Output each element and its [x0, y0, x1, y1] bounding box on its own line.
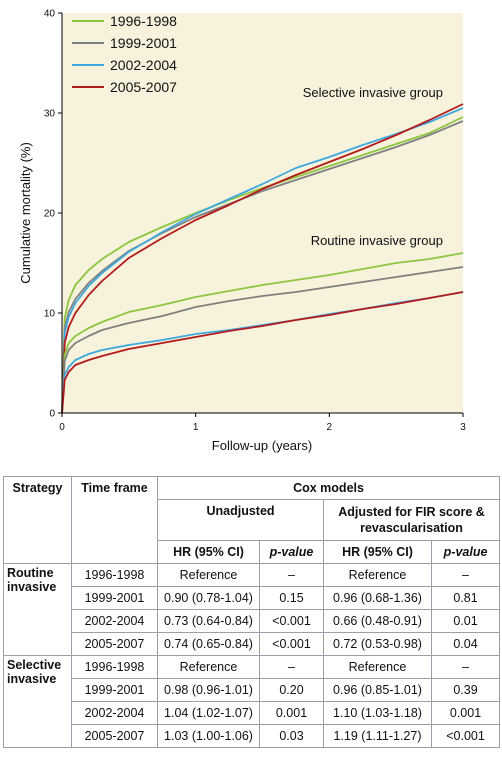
header-adjusted-line2: revascularisation [360, 521, 463, 535]
unadj-p-cell: 0.001 [259, 701, 324, 725]
y-tick-label: 0 [49, 409, 55, 420]
unadj-p-cell: – [259, 563, 324, 587]
time-frame-cell: 2002-2004 [71, 609, 158, 633]
group-routine-invasive: Routine invasive [3, 563, 72, 656]
table-row: 1999-2001 0.90 (0.78-1.04) 0.15 0.96 (0.… [4, 586, 501, 610]
series-line-routine-1996-1998 [61, 252, 464, 414]
table-row: 1999-2001 0.98 (0.96-1.01) 0.20 0.96 (0.… [4, 678, 501, 702]
series-line-selective-2005-2007 [61, 103, 464, 414]
cox-model-table-container: Strategy Time frame Cox models Unadjuste… [3, 476, 501, 748]
y-tick-label: 30 [44, 109, 56, 120]
table-row: 2002-2004 0.73 (0.64-0.84) <0.001 0.66 (… [4, 609, 501, 633]
y-tick-label: 20 [44, 209, 56, 220]
plot-background [62, 13, 463, 413]
legend-label: 1999-2001 [110, 35, 177, 51]
unadj-p-cell: 0.03 [259, 724, 324, 748]
header-cox-models: Cox models [156, 476, 501, 500]
x-tick-label: 1 [193, 422, 199, 433]
adj-hr-cell: 1.10 (1.03-1.18) [323, 701, 432, 725]
unadj-p-cell: 0.20 [259, 678, 324, 702]
adj-p-cell: 0.04 [430, 632, 501, 656]
annotations: Selective invasive group Routine invasive… [303, 85, 443, 248]
header-unadjusted: Unadjusted [157, 499, 324, 541]
time-frame-cell: 1996-1998 [71, 563, 158, 587]
y-axis-label: Cumulative mortality (%) [18, 142, 33, 284]
annotation-label: Selective invasive group [303, 85, 443, 100]
header-time-frame: Time frame [71, 476, 158, 564]
header-strategy: Strategy [3, 476, 72, 564]
x-tick-label: 0 [59, 422, 65, 433]
adj-p-cell: <0.001 [430, 724, 501, 748]
x-axis-label: Follow-up (years) [212, 438, 312, 453]
table-row: 2005-2007 0.74 (0.65-0.84) <0.001 0.72 (… [4, 632, 501, 656]
x-tick-label: 2 [327, 422, 333, 433]
group-label-line1: Routine [7, 566, 54, 580]
legend-label: 2005-2007 [110, 79, 177, 95]
adj-hr-cell: 0.66 (0.48-0.91) [323, 609, 432, 633]
unadj-hr-cell: Reference [157, 655, 260, 679]
header-adjusted-line1: Adjusted for FIR score & [338, 505, 485, 519]
unadj-hr-cell: Reference [157, 563, 260, 587]
table-row: 2002-2004 1.04 (1.02-1.07) 0.001 1.10 (1… [4, 701, 501, 725]
legend-label: 2002-2004 [110, 57, 177, 73]
adj-p-cell: 0.01 [430, 609, 501, 633]
time-frame-cell: 1996-1998 [71, 655, 158, 679]
y-tick-label: 10 [44, 309, 56, 320]
header-unadj-p: p-value [259, 540, 324, 564]
adj-p-cell: 0.39 [430, 678, 501, 702]
adj-p-cell: – [430, 563, 501, 587]
unadj-p-cell: <0.001 [259, 609, 324, 633]
adj-p-cell: – [430, 655, 501, 679]
unadj-p-cell: 0.15 [259, 586, 324, 610]
adj-hr-cell: Reference [323, 563, 432, 587]
series-line-routine-1999-2001 [61, 266, 464, 414]
adj-p-cell: 0.81 [430, 586, 501, 610]
header-adjusted: Adjusted for FIR score & revascularisati… [322, 499, 501, 541]
group-label-line1: Selective [7, 658, 62, 672]
mortality-line-chart: 0 10 20 30 40 0 1 2 3 Cumulative mortality (%) F… [18, 9, 466, 454]
time-frame-cell: 2002-2004 [71, 701, 158, 725]
table-row: 2005-2007 1.03 (1.00-1.06) 0.03 1.19 (1.… [4, 724, 501, 748]
group-label-line2: invasive [7, 672, 57, 686]
series-line-selective-1999-2001 [61, 120, 464, 414]
header-adj-hr: HR (95% CI) [323, 540, 432, 564]
unadj-hr-cell: 0.73 (0.64-0.84) [157, 609, 260, 633]
table-row: Selective invasive 1996-1998 Reference –… [3, 655, 501, 748]
adj-hr-cell: 0.96 (0.85-1.01) [323, 678, 432, 702]
series-line-selective-2002-2004 [61, 107, 464, 414]
time-frame-cell: 1999-2001 [71, 586, 158, 610]
unadj-hr-cell: 1.03 (1.00-1.06) [157, 724, 260, 748]
unadj-hr-cell: 0.98 (0.96-1.01) [157, 678, 260, 702]
series-layer [61, 103, 464, 414]
adj-hr-cell: 0.72 (0.53-0.98) [323, 632, 432, 656]
axis-layer: 0 10 20 30 40 0 1 2 3 [44, 9, 466, 434]
adj-hr-cell: 0.96 (0.68-1.36) [323, 586, 432, 610]
x-tick-label: 3 [460, 422, 466, 433]
legend-label: 1996-1998 [110, 13, 177, 29]
time-frame-cell: 2005-2007 [71, 632, 158, 656]
group-selective-invasive: Selective invasive [3, 655, 72, 748]
adj-p-cell: 0.001 [430, 701, 501, 725]
unadj-hr-cell: 1.04 (1.02-1.07) [157, 701, 260, 725]
adj-hr-cell: 1.19 (1.11-1.27) [323, 724, 432, 748]
adj-hr-cell: Reference [323, 655, 432, 679]
header-unadj-hr: HR (95% CI) [157, 540, 260, 564]
unadj-hr-cell: 0.90 (0.78-1.04) [157, 586, 260, 610]
annotation-label: Routine invasive group [311, 233, 443, 248]
group-label-line2: invasive [7, 580, 57, 594]
header-adj-p: p-value [430, 540, 501, 564]
unadj-hr-cell: 0.74 (0.65-0.84) [157, 632, 260, 656]
legend: 1996-1998 1999-2001 2002-2004 2005-2007 [72, 13, 177, 95]
unadj-p-cell: <0.001 [259, 632, 324, 656]
series-line-selective-1996-1998 [61, 116, 464, 414]
time-frame-cell: 1999-2001 [71, 678, 158, 702]
series-line-routine-2005-2007 [61, 291, 464, 414]
y-tick-label: 40 [44, 9, 56, 20]
unadj-p-cell: – [259, 655, 324, 679]
cox-model-table: Strategy Time frame Cox models Unadjuste… [3, 476, 501, 748]
table-row: Routine invasive 1996-1998 Reference – R… [3, 563, 501, 656]
time-frame-cell: 2005-2007 [71, 724, 158, 748]
